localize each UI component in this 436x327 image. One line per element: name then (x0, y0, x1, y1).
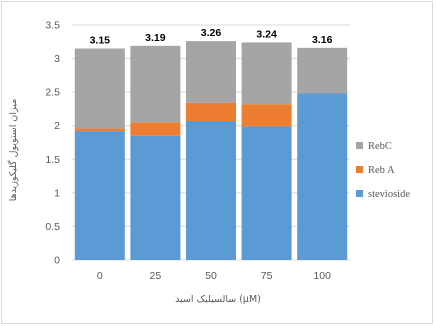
x-tick-label: 100 (313, 270, 331, 282)
bar-segment-stevioside (130, 135, 181, 260)
legend-label: Reb A (368, 165, 395, 176)
bar-segment-stevioside (297, 93, 348, 260)
y-axis-title: میزان استویول گلیکوزیدها (7, 99, 19, 202)
bar-segment-reb-a (241, 104, 292, 127)
bar-segment-rebc (241, 42, 292, 105)
y-tick-label: 3 (54, 53, 60, 65)
legend-swatch (356, 142, 363, 149)
bar-segment-rebc (186, 41, 236, 103)
y-tick-label: 0.5 (45, 221, 60, 233)
bar-segment-reb-a (74, 128, 125, 132)
bars (74, 41, 348, 260)
bar-segment-reb-a (186, 102, 236, 122)
legend-swatch (356, 166, 363, 173)
x-tick-label: 25 (150, 270, 162, 282)
legend-label: stevioside (368, 189, 410, 200)
bar-segment-stevioside (241, 126, 292, 260)
bar-segment-rebc (130, 45, 181, 123)
x-tick-label: 0 (97, 270, 103, 282)
data-labels: 3.15 3.19 3.26 3.24 3.16 (90, 27, 333, 46)
bar-segment-rebc (74, 48, 125, 129)
x-tick-label: 75 (261, 270, 273, 282)
y-tick-label: 2.5 (45, 87, 60, 99)
total-data-label: 3.15 (90, 35, 111, 47)
total-data-label: 3.19 (145, 32, 166, 44)
total-data-label: 3.16 (312, 34, 333, 46)
legend-label: RebC (368, 141, 392, 152)
total-data-label: 3.26 (201, 27, 222, 39)
bar-segment-rebc (297, 47, 348, 94)
bar-segment-reb-a (130, 122, 181, 136)
y-tick-label: 2 (54, 120, 60, 132)
x-tick-label: 50 (205, 270, 217, 282)
legend-swatch (356, 190, 363, 197)
y-tick-label: 1 (54, 187, 60, 199)
total-data-label: 3.24 (256, 28, 277, 40)
y-tick-labels: 0 0.5 1 1.5 2 2.5 3 3.5 (45, 20, 60, 267)
bar-segment-stevioside (74, 131, 125, 260)
chart-frame (1, 1, 433, 324)
y-tick-label: 3.5 (45, 20, 60, 32)
x-axis-title: سالسیلیک اسید (µM) (175, 294, 261, 305)
legend: RebC Reb A stevioside (356, 141, 410, 200)
y-tick-label: 1.5 (45, 154, 60, 166)
y-tick-label: 0 (54, 255, 60, 267)
bar-segment-stevioside (186, 121, 236, 260)
x-tick-labels: 0 25 50 75 100 (97, 270, 331, 282)
